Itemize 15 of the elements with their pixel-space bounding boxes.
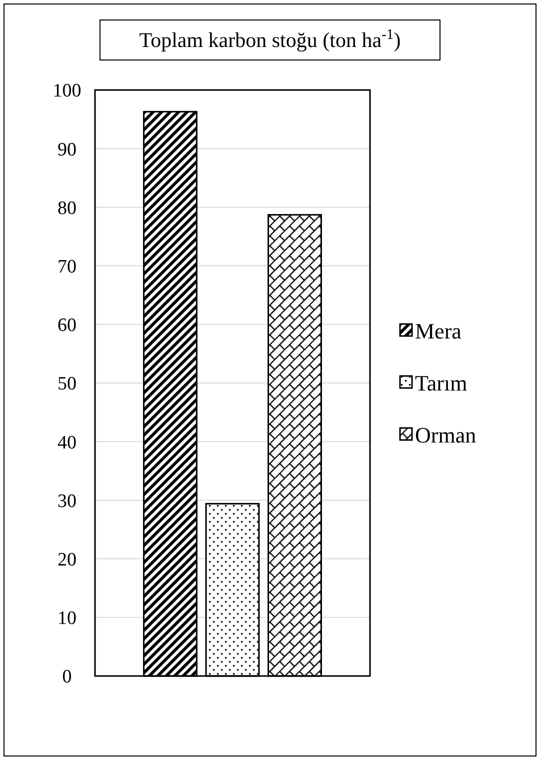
y-tick-label: 0 [62,666,72,688]
y-tick-label: 80 [58,198,76,219]
y-tick-label: 60 [58,315,76,336]
y-tick-label: 10 [58,608,76,630]
legend-label: Mera [415,318,462,344]
y-tick-label: 50 [58,374,76,395]
y-tick-label: 30 [58,490,76,512]
legend-label: Orman [415,422,476,448]
chart-title: Toplam karbon stoğu (ton ha$^{-1}$) [139,27,401,52]
y-tick-label: 100 [52,80,82,102]
legend-label: Tarım [415,370,468,396]
y-tick-label: 90 [58,139,76,160]
y-tick-label: 70 [58,256,76,278]
y-tick-label: 40 [58,432,76,454]
y-tick-label: 20 [58,549,76,570]
